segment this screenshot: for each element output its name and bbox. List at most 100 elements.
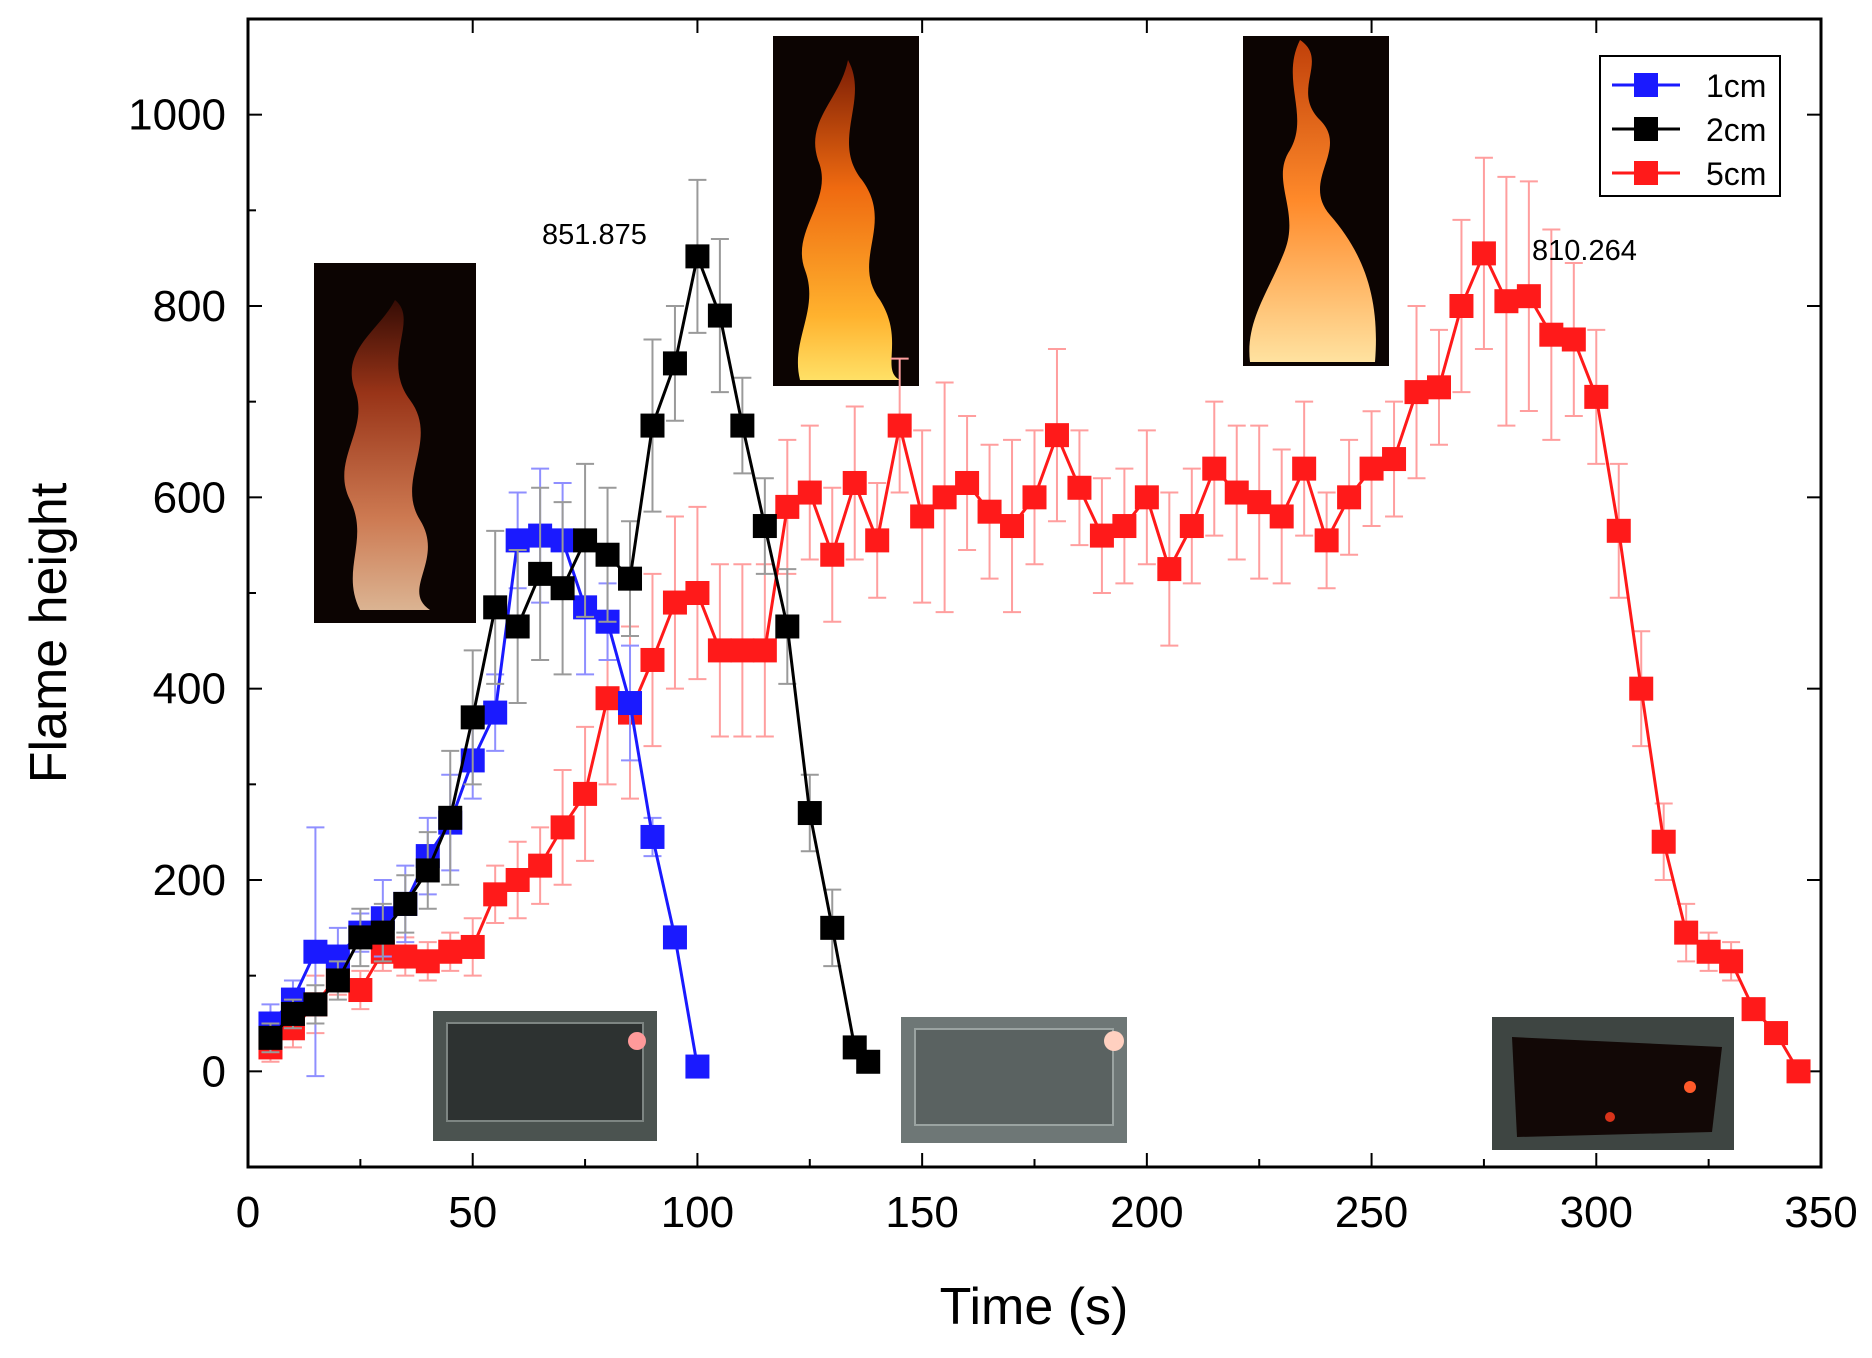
data-point-2cm	[797, 801, 822, 826]
x-axis-title: Time (s)	[940, 1278, 1129, 1336]
data-point-2cm	[707, 303, 732, 328]
data-point-5cm	[1539, 322, 1564, 347]
data-point-1cm	[483, 700, 508, 725]
data-point-1cm	[685, 1054, 710, 1079]
series-layer	[258, 156, 1811, 1084]
data-point-5cm	[438, 939, 463, 964]
y-tick-label: 0	[202, 1047, 226, 1096]
data-point-5cm	[1359, 456, 1384, 481]
x-tick-label: 250	[1335, 1188, 1408, 1237]
data-point-5cm	[1044, 423, 1069, 448]
axes: 0 50 100 150 200 250 300 350 0 200 400 600 800 1000	[128, 19, 1858, 1237]
data-point-5cm	[1269, 504, 1294, 529]
x-tick-label: 100	[661, 1188, 734, 1237]
data-point-5cm	[1584, 384, 1609, 409]
flame-photo-1cm	[314, 263, 476, 623]
x-tick-label: 300	[1560, 1188, 1633, 1237]
data-point-5cm	[1741, 997, 1766, 1022]
data-point-5cm	[1606, 518, 1631, 543]
residue-photo-5cm	[1492, 1017, 1734, 1150]
series-line-5cm	[269, 249, 1800, 1073]
data-point-2cm	[258, 1025, 283, 1050]
data-point-2cm	[856, 1049, 881, 1074]
data-point-5cm	[1629, 676, 1654, 701]
data-point-5cm	[775, 494, 800, 519]
data-point-5cm	[1786, 1059, 1811, 1084]
data-point-5cm	[1022, 485, 1047, 510]
data-point-5cm	[1674, 920, 1699, 945]
data-point-5cm	[1426, 375, 1451, 400]
data-point-5cm	[1764, 1021, 1789, 1046]
legend-marker-1cm	[1634, 73, 1658, 97]
data-point-5cm	[1516, 284, 1541, 309]
data-point-5cm	[752, 638, 777, 663]
data-point-5cm	[1179, 514, 1204, 539]
legend-label-2cm: 2cm	[1706, 112, 1766, 148]
data-point-2cm	[820, 915, 845, 940]
data-point-2cm	[550, 576, 575, 601]
data-point-5cm	[1696, 939, 1721, 964]
data-point-5cm	[1112, 514, 1137, 539]
data-point-5cm	[910, 504, 935, 529]
x-tick-label: 150	[885, 1188, 958, 1237]
data-point-5cm	[820, 542, 845, 567]
data-point-5cm	[1000, 514, 1025, 539]
data-point-5cm	[842, 470, 867, 495]
data-point-5cm	[573, 781, 598, 806]
data-point-5cm	[528, 853, 553, 878]
data-point-2cm	[483, 595, 508, 620]
data-point-5cm	[707, 638, 732, 663]
y-tick-label: 1000	[128, 91, 226, 140]
data-point-5cm	[887, 413, 912, 438]
data-point-5cm	[1651, 829, 1676, 854]
data-point-1cm	[303, 939, 328, 964]
series-5cm	[258, 156, 1811, 1084]
y-tick-label: 400	[153, 665, 226, 714]
data-point-5cm	[1067, 475, 1092, 500]
data-point-2cm	[505, 614, 530, 639]
data-point-2cm	[685, 244, 710, 269]
legend: 1cm 2cm 5cm	[1599, 55, 1781, 197]
x-tick-label: 0	[236, 1188, 260, 1237]
peak-annotation-5cm: 810.264	[1532, 235, 1637, 267]
data-point-2cm	[618, 566, 643, 591]
data-point-2cm	[370, 920, 395, 945]
data-point-5cm	[1292, 456, 1317, 481]
legend-label-5cm: 5cm	[1706, 156, 1766, 192]
data-point-5cm	[640, 647, 665, 672]
data-point-5cm	[393, 944, 418, 969]
data-point-5cm	[865, 528, 890, 553]
data-point-2cm	[348, 925, 373, 950]
data-point-5cm	[1382, 447, 1407, 472]
data-point-5cm	[348, 978, 373, 1003]
legend-label-1cm: 1cm	[1706, 68, 1766, 104]
data-point-5cm	[797, 480, 822, 505]
data-point-2cm	[393, 891, 418, 916]
data-point-5cm	[730, 638, 755, 663]
series-2cm	[258, 178, 881, 1074]
data-point-2cm	[595, 542, 620, 567]
data-point-2cm	[640, 413, 665, 438]
y-tick-label: 800	[153, 282, 226, 331]
y-tick-label: 200	[153, 856, 226, 905]
data-point-2cm	[573, 528, 598, 553]
data-point-1cm	[662, 925, 687, 950]
y-axis-title: Flame height	[20, 482, 78, 783]
data-point-5cm	[1561, 327, 1586, 352]
data-point-2cm	[730, 413, 755, 438]
residue-photo-1cm	[433, 1011, 657, 1141]
flame-photo-5cm	[1243, 36, 1389, 366]
data-point-2cm	[303, 992, 328, 1017]
data-point-5cm	[1314, 528, 1339, 553]
data-point-2cm	[415, 858, 440, 883]
data-point-2cm	[325, 968, 350, 993]
x-tick-label: 50	[448, 1188, 497, 1237]
data-point-2cm	[662, 351, 687, 376]
data-point-5cm	[1202, 456, 1227, 481]
data-point-5cm	[595, 686, 620, 711]
flame-photo-2cm	[773, 36, 919, 386]
data-point-2cm	[438, 805, 463, 830]
data-point-5cm	[1224, 480, 1249, 505]
data-point-5cm	[1247, 490, 1272, 515]
